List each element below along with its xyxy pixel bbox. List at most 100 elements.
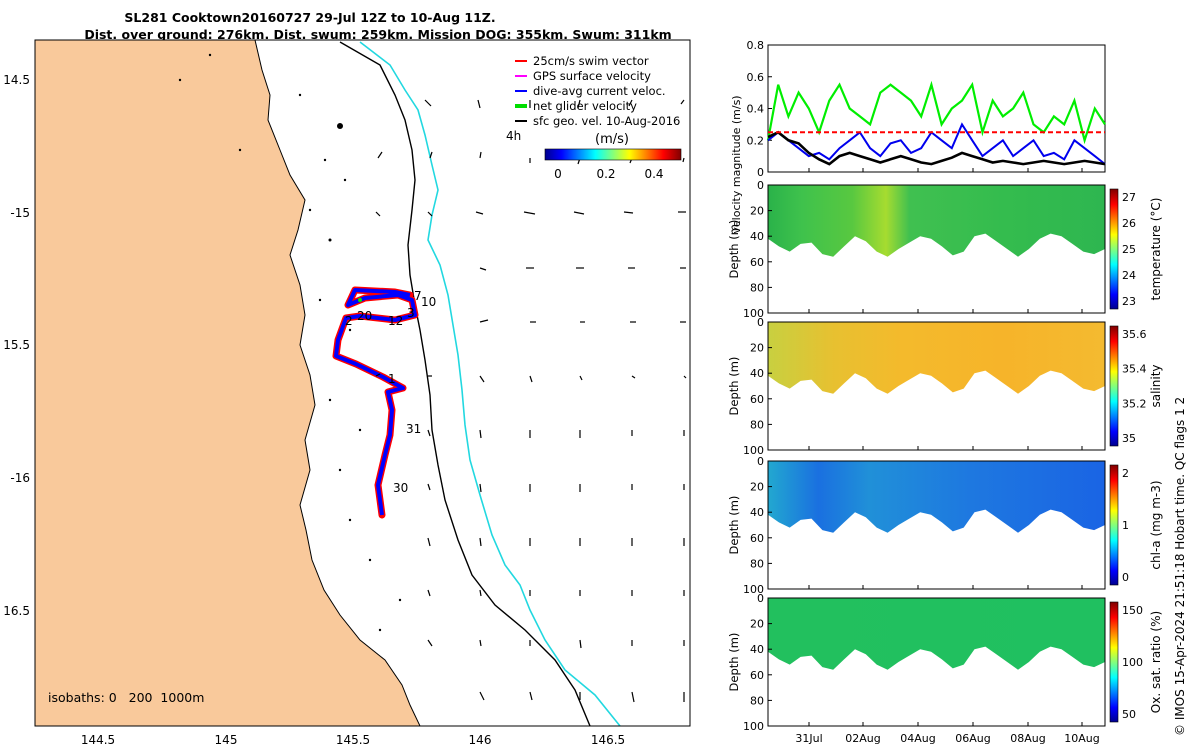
title-line-2: Dist. over ground: 276km. Dist. swum: 25… — [84, 27, 671, 42]
chl-a-colorbar-label: chl-a (mg m-3) — [1149, 480, 1163, 569]
chl-a-y-tick: 100 — [743, 583, 764, 596]
oxygen-colorbar-label: Ox. sat. ratio (%) — [1149, 611, 1163, 713]
chl-a-colorbar-tick: 0 — [1122, 571, 1129, 584]
map-x-tick: 144.5 — [81, 733, 115, 747]
salinity-colorbar-tick: 35.6 — [1122, 328, 1147, 341]
legend-swim-vector: 25cm/s swim vector — [533, 54, 649, 68]
temperature-ylabel: Depth (m) — [727, 220, 741, 279]
track-label-2: 2 — [345, 314, 353, 328]
salinity-field — [768, 322, 1105, 394]
time-x-tick: 04Aug — [900, 732, 935, 745]
time-x-tick: 31Jul — [795, 732, 822, 745]
temperature-field — [768, 185, 1105, 257]
time-x-tick: 02Aug — [845, 732, 880, 745]
salinity-y-tick: 40 — [750, 367, 764, 380]
temperature-axes — [767, 184, 1106, 314]
oxygen-colorbar-tick: 100 — [1122, 656, 1143, 669]
track-label-7: 7 — [414, 289, 422, 303]
map-y-tick: 14.5 — [3, 73, 30, 87]
map-y-ticks: 14.5 -15 15.5 -16 16.5 — [3, 73, 30, 618]
track-label-3: 3 — [407, 306, 415, 320]
chl-a-colorbar-tick: 1 — [1122, 519, 1129, 532]
isobath-200 — [339, 41, 591, 726]
salinity-colorbar-label: salinity — [1149, 364, 1163, 407]
chl-a-colorbar-tick: 2 — [1122, 467, 1129, 480]
velocity-y-tick: 0.8 — [747, 39, 765, 52]
chl-a-y-tick: 60 — [750, 532, 764, 545]
velocity-series-2 — [767, 130, 1106, 166]
salinity-colorbar-tick: 35.2 — [1122, 397, 1147, 410]
land-area — [35, 40, 421, 726]
reef-dots — [178, 53, 402, 632]
velocity-y-tick: 0.4 — [747, 103, 765, 116]
map-panel: 7 10 2 20 3 12 1 31 30 144.5 145 145.5 1… — [3, 39, 691, 747]
colorbar-title: (m/s) — [595, 132, 629, 147]
chl-a-y-tick: 80 — [750, 557, 764, 570]
temperature-colorbar-tick: 23 — [1122, 295, 1136, 308]
title-line-1: SL281 Cooktown20160727 29-Jul 12Z to 10-… — [124, 10, 495, 25]
oxygen-axes — [767, 597, 1106, 727]
salinity-y-tick: 80 — [750, 418, 764, 431]
track-label-30: 30 — [393, 481, 408, 495]
salinity-axes — [767, 321, 1106, 451]
map-colorbar — [544, 148, 682, 161]
glider-track — [332, 286, 419, 519]
salinity-ylabel: Depth (m) — [727, 357, 741, 416]
oxygen-y-tick: 100 — [743, 720, 764, 733]
time-x-tick: 10Aug — [1064, 732, 1099, 745]
track-label-31: 31 — [406, 422, 421, 436]
temperature-y-tick: 0 — [757, 179, 764, 192]
velocity-ylabel: velocity magnitude (m/s) — [730, 95, 743, 233]
temperature-y-tick: 100 — [743, 307, 764, 320]
temperature-colorbar-label: temperature (°C) — [1149, 198, 1163, 301]
track-label-1: 1 — [388, 372, 396, 386]
offset-label: 4h — [506, 129, 521, 143]
track-label-20: 20 — [357, 309, 372, 323]
salinity-y-tick: 0 — [757, 316, 764, 329]
oxygen-y-tick: 80 — [750, 694, 764, 707]
colorbar-tick: 0 — [554, 167, 562, 181]
time-x-tick: 06Aug — [955, 732, 990, 745]
velocity-y-tick: 0 — [757, 166, 764, 179]
salinity-y-tick: 20 — [750, 342, 764, 355]
colorbar-tick: 0.2 — [596, 167, 615, 181]
legend-sfc-geo-vel: sfc geo. vel. 10-Aug-2016 — [533, 114, 680, 128]
temperature-colorbar — [1109, 188, 1119, 310]
chl-a-y-tick: 20 — [750, 481, 764, 494]
velocity-y-tick: 0.6 — [747, 71, 765, 84]
salinity-colorbar — [1109, 325, 1119, 447]
map-legend: 25cm/s swim vector GPS surface velocity … — [506, 54, 682, 181]
legend-gps-velocity: GPS surface velocity — [533, 69, 651, 83]
oxygen-colorbar — [1109, 601, 1119, 723]
chl-a-ylabel: Depth (m) — [727, 496, 741, 555]
oxygen-colorbar-tick: 150 — [1122, 604, 1143, 617]
track-label-10: 10 — [421, 295, 436, 309]
oxygen-colorbar-tick: 50 — [1122, 708, 1136, 721]
salinity-y-tick: 60 — [750, 393, 764, 406]
salinity-y-tick: 100 — [743, 444, 764, 457]
map-x-ticks: 144.5 145 145.5 146 146.5 — [81, 733, 625, 747]
footer-note: © IMOS 15-Apr-2024 21:51:18 Hobart time.… — [1173, 397, 1187, 736]
track-label-12: 12 — [388, 314, 403, 328]
legend-net-glider-velocity: net glider velocity — [533, 99, 637, 113]
map-y-tick: -15 — [10, 206, 30, 220]
colorbar-tick: 0.4 — [644, 167, 663, 181]
legend-dive-avg-current: dive-avg current veloc. — [533, 84, 666, 98]
map-x-tick: 146 — [469, 733, 492, 747]
oxygen-field — [768, 598, 1105, 670]
oxygen-y-tick: 0 — [757, 592, 764, 605]
temperature-colorbar-tick: 26 — [1122, 217, 1136, 230]
salinity-colorbar-tick: 35.4 — [1122, 363, 1147, 376]
map-x-tick: 146.5 — [591, 733, 625, 747]
temperature-y-tick: 80 — [750, 281, 764, 294]
map-x-tick: 145.5 — [336, 733, 370, 747]
temperature-y-tick: 20 — [750, 205, 764, 218]
oxygen-y-tick: 20 — [750, 618, 764, 631]
temperature-colorbar-tick: 24 — [1122, 269, 1136, 282]
temperature-y-tick: 60 — [750, 256, 764, 269]
velocity-series-1 — [767, 122, 1106, 165]
isobaths-label: isobaths: 0 200 1000m — [48, 690, 204, 705]
velocity-y-tick: 0.2 — [747, 134, 765, 147]
